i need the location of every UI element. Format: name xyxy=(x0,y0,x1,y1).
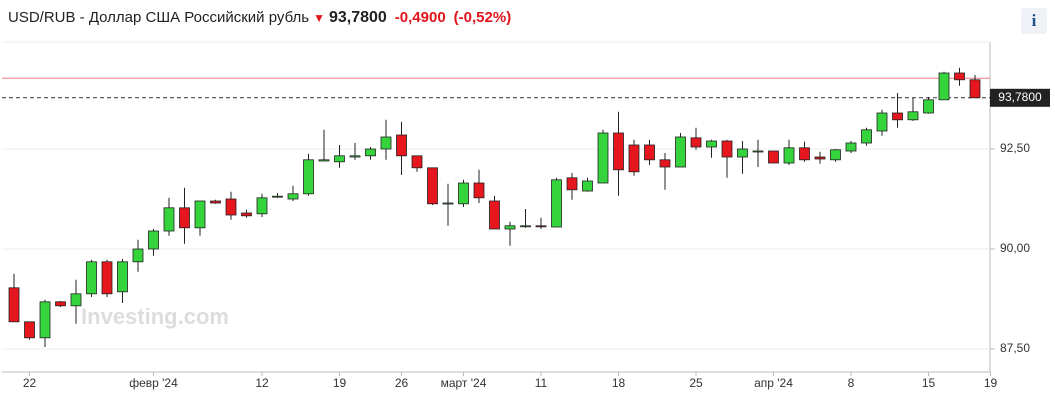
candle-body xyxy=(830,149,841,161)
candle-body xyxy=(179,207,190,229)
candle-body xyxy=(845,142,857,152)
candle-body xyxy=(132,248,144,263)
candle-body xyxy=(194,200,206,229)
x-tick-label: 12 xyxy=(255,376,269,390)
candle-body xyxy=(380,136,392,150)
candle-body xyxy=(442,202,454,205)
candle-body xyxy=(768,150,779,164)
candle-body xyxy=(334,155,345,163)
candle-body xyxy=(783,147,795,164)
candle-body xyxy=(303,159,314,195)
candle-body xyxy=(814,156,826,160)
candle-body xyxy=(675,136,686,168)
candle-body xyxy=(411,155,423,169)
candle-body xyxy=(613,132,624,171)
candle-body xyxy=(39,301,51,339)
candle-body xyxy=(210,200,221,204)
down-arrow: ▼ xyxy=(313,11,325,25)
candle-body xyxy=(923,99,934,114)
x-tick-label: 25 xyxy=(689,376,703,390)
candle-body xyxy=(752,150,764,153)
candle-body xyxy=(163,207,175,232)
watermark: Investing.com xyxy=(81,304,229,329)
candle-body xyxy=(473,182,485,199)
price-label: 93,7800 xyxy=(998,90,1042,104)
x-tick-label: 19 xyxy=(333,376,347,390)
candle-body xyxy=(721,140,733,158)
candle-body xyxy=(644,144,655,161)
candle-body xyxy=(628,144,640,173)
candle-body xyxy=(892,112,903,121)
candle-body xyxy=(566,177,578,191)
x-tick-label: 26 xyxy=(395,376,409,390)
candle-body xyxy=(861,129,872,144)
candle-body xyxy=(55,301,66,307)
x-tick-label: 11 xyxy=(535,376,548,390)
x-tick-label: 19 xyxy=(984,376,998,390)
x-tick-label: 15 xyxy=(922,376,936,390)
candle-body xyxy=(349,155,361,158)
candle-body xyxy=(659,159,671,168)
info-button[interactable]: i xyxy=(1021,8,1047,34)
candle-body xyxy=(70,293,82,307)
candle-body xyxy=(582,180,593,192)
x-tick-label: март '24 xyxy=(441,376,487,390)
candle-body xyxy=(272,195,283,198)
header: USD/RUB - Доллар США Российский рубль ▼ 93… xyxy=(8,9,511,27)
candle-body xyxy=(907,111,919,121)
candle-body xyxy=(551,179,562,228)
candle-body xyxy=(256,197,268,215)
x-tick-label: 22 xyxy=(23,376,37,390)
candle-body xyxy=(241,212,252,217)
price-box xyxy=(990,88,1050,107)
candle-body xyxy=(969,79,981,99)
y-tick-label: 92,50 xyxy=(1000,141,1030,155)
candle-body xyxy=(225,198,237,216)
candle-body xyxy=(706,140,717,148)
candle-body xyxy=(535,225,547,228)
candle-body xyxy=(597,132,609,184)
candle-body xyxy=(318,159,330,162)
candle-body xyxy=(799,147,810,161)
candle-body xyxy=(86,261,97,295)
x-tick-label: 8 xyxy=(848,376,855,390)
candle-body xyxy=(504,225,516,230)
candle-body xyxy=(690,137,702,148)
candle-body xyxy=(489,200,500,230)
candle-body xyxy=(365,148,376,157)
candle-body xyxy=(954,72,965,81)
change-pct: (-0,52%) xyxy=(453,9,512,26)
y-tick-label: 90,00 xyxy=(1000,241,1030,255)
title: USD/RUB - Доллар США Российский рубль xyxy=(8,9,310,26)
candle-body xyxy=(8,287,20,323)
x-tick-label: февр '24 xyxy=(129,376,178,390)
candle-body xyxy=(458,182,469,205)
candle-body xyxy=(520,225,531,228)
candle-body xyxy=(287,193,299,200)
candle-body xyxy=(396,134,407,157)
x-tick-label: апр '24 xyxy=(754,376,793,390)
price: 93,7800 xyxy=(328,9,387,26)
candle-body xyxy=(737,148,748,158)
change: -0,4900 xyxy=(394,9,446,26)
candle-body xyxy=(117,261,128,293)
x-tick-label: 18 xyxy=(612,376,626,390)
candle-body xyxy=(938,72,950,101)
y-tick-label: 87,50 xyxy=(1000,341,1030,355)
candle-body xyxy=(427,167,438,205)
candle-body xyxy=(24,321,35,339)
candle-body xyxy=(148,230,159,250)
candle-body xyxy=(101,261,113,295)
candle-body xyxy=(876,112,888,132)
